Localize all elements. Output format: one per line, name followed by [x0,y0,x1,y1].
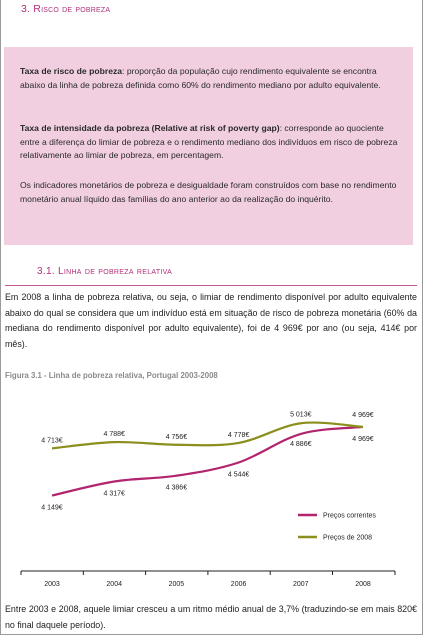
legend-label: Preços de 2008 [323,535,372,542]
x-tick-label: 2005 [169,581,185,588]
data-label: 4 969€ [352,412,374,419]
definition-risk-rate: Taxa de risco de pobreza: proporção da p… [20,65,401,92]
data-label: 4 713€ [41,437,63,444]
x-tick-label: 2006 [231,581,247,588]
data-label: 5 013€ [290,411,312,418]
series-line-1 [51,425,364,497]
data-label: 4 149€ [41,505,63,512]
line-chart: 4 149€ 4 317€ 4 386€ 4 544€ 4 886€ 4 969€ 4 71… [20,411,396,588]
data-label: 4 886€ [290,441,312,448]
subsection-divider [5,285,417,286]
x-tick-label: 2004 [106,581,122,588]
series-line-2 [51,421,364,450]
definition-text: : proporção da população cujo rendimento… [20,66,381,90]
body-paragraph: Em 2008 a linha de pobreza relativa, ou … [5,292,417,349]
body-paragraph: Entre 2003 e 2008, aquele limiar cresceu… [5,604,417,630]
data-label: 4 386€ [166,485,188,492]
data-label: 4 544€ [228,472,250,479]
section-title-text: Risco de pobreza [33,3,111,15]
x-tick-label: 2003 [44,581,60,588]
legend-label: Preços correntes [323,513,376,520]
data-label: 4 317€ [103,490,125,497]
data-label: 4 969€ [352,436,374,443]
data-label: 4 756€ [166,434,188,441]
data-label: 4 788€ [103,431,125,438]
x-tick-label: 2008 [355,581,371,588]
subsection-title-text: Linha de pobreza relativa [57,266,173,277]
definition-note: Os indicadores monetários de pobreza e d… [20,180,397,204]
subsection-title: 3.1. Linha de pobreza relativa [37,266,172,277]
figure-caption: Figura 3.1 - Linha de pobreza relativa, … [5,371,218,380]
section-title: 3. Risco de pobreza [21,3,110,15]
definition-term: Taxa de risco de pobreza [20,66,123,76]
definition-term: Taxa de intensidade da pobreza (Relative… [20,123,280,133]
section-number: 3. [21,3,31,15]
data-label: 4 778€ [228,432,250,439]
x-tick-label: 2007 [293,581,309,588]
definition-intensity: Taxa de intensidade da pobreza (Relative… [20,122,401,163]
definition-text: : corresponde ao quociente entre a difer… [20,123,398,161]
definitions-box: Taxa de risco de pobreza: proporção da p… [4,47,413,245]
subsection-number: 3.1. [37,266,55,277]
